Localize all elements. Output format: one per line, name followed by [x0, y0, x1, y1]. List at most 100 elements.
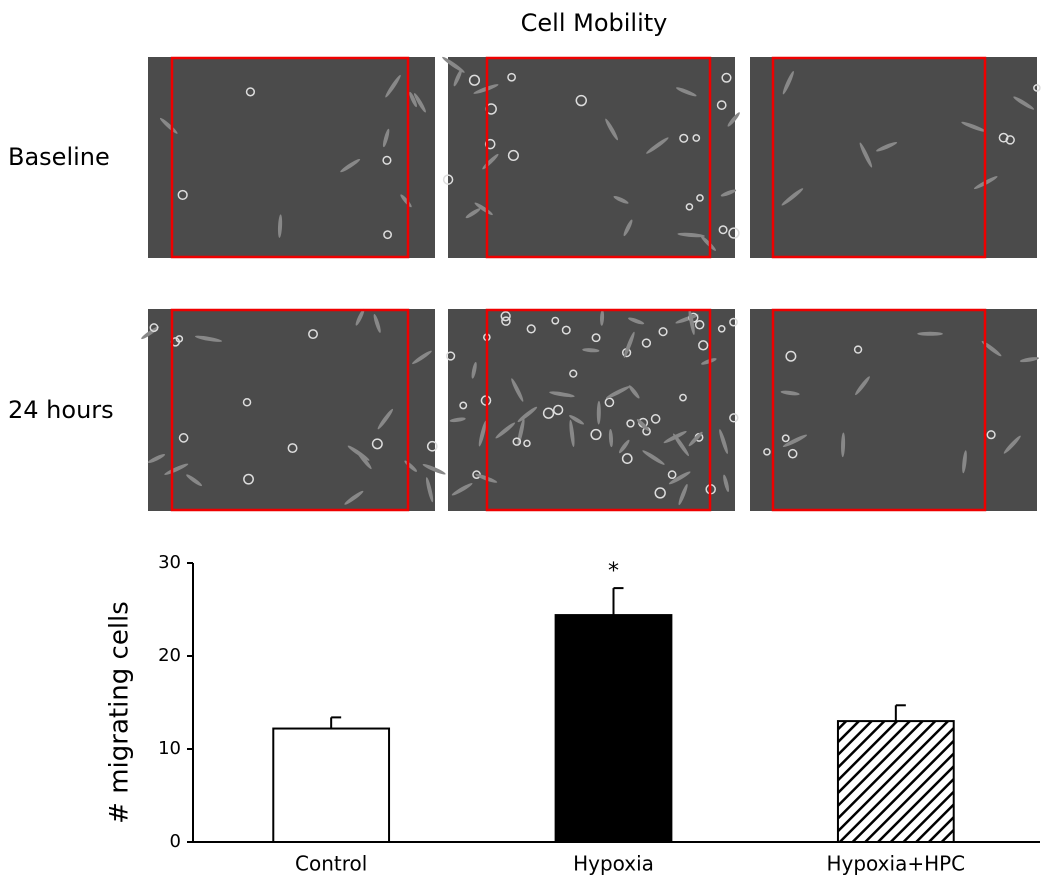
cell: [621, 453, 633, 464]
scratch-box: [485, 56, 712, 259]
cell: [511, 378, 524, 402]
cell: [961, 121, 987, 132]
cell: [149, 323, 159, 333]
cell: [382, 155, 392, 165]
cell: [658, 327, 668, 337]
cell: [141, 326, 160, 340]
cell: [623, 219, 633, 237]
cell: [613, 195, 629, 204]
cell: [484, 138, 496, 150]
cell: [175, 335, 184, 343]
cell: [729, 317, 738, 327]
cell: [668, 471, 691, 485]
cell: [679, 393, 687, 402]
cell: [763, 448, 771, 456]
cell: [998, 132, 1009, 143]
micrograph: [148, 309, 435, 511]
cell: [287, 443, 298, 454]
cell: [442, 174, 454, 185]
cell: [495, 422, 516, 439]
x-tick-label: Hypoxia+HPC: [826, 852, 965, 876]
cell: [412, 350, 432, 365]
cell: [355, 308, 365, 326]
cell: [688, 431, 703, 447]
scratch-box: [771, 56, 987, 259]
cell: [716, 100, 727, 110]
cell: [700, 235, 716, 251]
bar: [272, 727, 391, 843]
cell: [356, 449, 372, 470]
cell: [782, 434, 808, 448]
cell: [876, 141, 898, 152]
cell: [685, 203, 694, 211]
scratch-box: [170, 56, 410, 259]
cell: [605, 118, 618, 141]
cell: [542, 407, 555, 419]
cell: [962, 450, 967, 474]
scratch-box: [485, 308, 712, 512]
x-tick-label: Control: [295, 852, 367, 876]
cell: [575, 94, 587, 107]
cell: [164, 463, 189, 475]
cell: [445, 351, 456, 361]
cell: [517, 406, 538, 423]
y-tick-label: 10: [158, 738, 181, 759]
y-tick-label: 30: [158, 552, 181, 573]
cell: [551, 316, 560, 325]
cell: [679, 133, 689, 143]
cell: [636, 419, 650, 432]
cell: [569, 369, 578, 378]
cell: [859, 142, 873, 168]
cell: [600, 309, 605, 326]
cell: [371, 438, 383, 450]
cell: [242, 397, 252, 407]
cell: [619, 439, 630, 454]
cell: [696, 194, 704, 202]
cell: [718, 225, 728, 235]
x-tick-label: Hypoxia: [573, 852, 654, 876]
cell: [245, 87, 256, 97]
cell: [717, 324, 726, 333]
cell: [377, 408, 394, 430]
cell: [500, 311, 511, 322]
cell: [785, 350, 797, 362]
cell: [468, 74, 481, 86]
cell: [426, 440, 438, 452]
cell: [465, 208, 481, 219]
y-tick-label: 0: [170, 831, 181, 852]
figure-title: Cell Mobility: [521, 9, 668, 37]
scratch-box: [170, 308, 410, 512]
cell: [442, 56, 465, 73]
cell: [917, 331, 943, 336]
bar: [554, 614, 673, 844]
micrographs: [141, 56, 1041, 512]
cell: [449, 417, 466, 423]
cell: [1033, 84, 1041, 92]
cell: [628, 385, 640, 399]
cell: [549, 391, 575, 398]
cell: [1019, 357, 1039, 363]
cell: [451, 483, 473, 496]
cell: [698, 340, 709, 351]
y-axis-label: # migrating cells: [105, 601, 135, 824]
cell: [855, 376, 870, 396]
cell: [723, 474, 730, 492]
cell: [590, 428, 602, 441]
cell: [678, 483, 688, 506]
cell: [147, 454, 166, 463]
cell: [552, 404, 564, 416]
cell: [478, 420, 487, 447]
cell: [608, 429, 614, 448]
row-label: Baseline: [8, 143, 110, 171]
cell: [507, 72, 516, 82]
cell: [986, 430, 996, 440]
bar: [836, 720, 955, 843]
cell: [729, 413, 739, 423]
scratch-box: [771, 308, 987, 512]
micrograph: [448, 309, 735, 511]
cell: [628, 317, 645, 325]
cell: [501, 316, 511, 326]
cell: [781, 434, 790, 443]
cell: [673, 433, 689, 457]
